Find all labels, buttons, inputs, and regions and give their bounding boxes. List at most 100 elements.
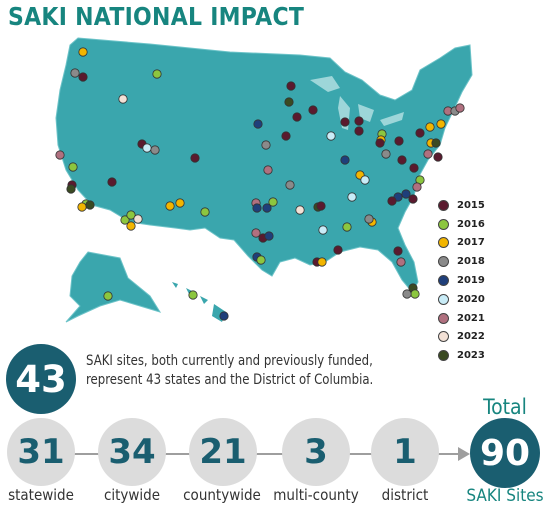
site-marker xyxy=(292,112,302,122)
site-marker xyxy=(436,119,446,129)
category-multi-county: 3 xyxy=(281,418,351,486)
site-marker xyxy=(150,145,160,155)
category-label: countywide xyxy=(183,486,261,504)
legend-label: 2018 xyxy=(457,256,485,268)
site-marker xyxy=(120,215,130,225)
legend-item: 2020 xyxy=(438,290,548,309)
summary-description: SAKI sites, both currently and previousl… xyxy=(86,353,374,388)
legend-item: 2019 xyxy=(438,271,548,290)
total-label: Total xyxy=(483,395,527,419)
site-marker xyxy=(133,214,143,224)
site-marker xyxy=(66,184,76,194)
site-marker xyxy=(394,136,404,146)
site-marker xyxy=(219,311,229,321)
site-marker xyxy=(77,202,87,212)
legend-label: 2017 xyxy=(457,237,485,249)
site-marker xyxy=(381,149,391,159)
legend-label: 2022 xyxy=(457,331,485,343)
legend-item: 2016 xyxy=(438,215,548,234)
site-marker xyxy=(55,150,65,160)
site-marker xyxy=(318,225,328,235)
legend-dot-icon xyxy=(438,199,449,211)
site-marker xyxy=(251,228,261,238)
great-lakes xyxy=(310,76,404,130)
category-countywide: 21 xyxy=(188,418,258,486)
site-markers xyxy=(55,47,465,321)
site-marker xyxy=(78,47,88,57)
category-count: 1 xyxy=(371,418,439,486)
site-marker xyxy=(284,97,294,107)
category-count: 21 xyxy=(189,418,257,486)
site-marker xyxy=(333,245,343,255)
site-marker xyxy=(188,290,198,300)
legend-label: 2023 xyxy=(457,350,485,362)
site-marker xyxy=(126,221,136,231)
legend-item: 2015 xyxy=(438,196,548,215)
site-marker xyxy=(387,196,397,206)
site-marker xyxy=(396,257,406,267)
site-marker xyxy=(326,131,336,141)
category-label: citywide xyxy=(103,486,161,504)
site-marker xyxy=(262,203,272,213)
site-marker xyxy=(375,138,385,148)
site-marker xyxy=(408,194,418,204)
site-marker xyxy=(78,72,88,82)
site-marker xyxy=(402,289,412,299)
category-statewide: 31 xyxy=(6,418,76,486)
site-marker xyxy=(354,126,364,136)
legend-item: 2018 xyxy=(438,252,548,271)
site-marker xyxy=(256,255,266,265)
category-label: statewide xyxy=(8,486,74,504)
site-marker xyxy=(342,222,352,232)
arrow-right-icon xyxy=(440,447,470,461)
legend-item: 2022 xyxy=(438,328,548,347)
site-marker xyxy=(317,257,327,267)
legend-dot-icon xyxy=(438,218,449,230)
site-marker xyxy=(360,175,370,185)
category-district: 1 xyxy=(370,418,440,486)
site-marker xyxy=(165,201,175,211)
site-marker xyxy=(118,94,128,104)
site-marker xyxy=(425,122,435,132)
site-marker xyxy=(423,149,433,159)
site-marker xyxy=(261,140,271,150)
site-marker xyxy=(433,152,443,162)
legend-label: 2016 xyxy=(457,218,485,230)
site-marker xyxy=(431,138,441,148)
site-marker xyxy=(268,197,278,207)
legend-label: 2021 xyxy=(457,312,485,324)
site-marker xyxy=(68,162,78,172)
legend-item: 2021 xyxy=(438,309,548,328)
legend-dot-icon xyxy=(438,312,449,324)
legend-dot-icon xyxy=(438,275,449,287)
site-marker xyxy=(397,155,407,165)
site-marker xyxy=(285,180,295,190)
site-marker xyxy=(455,103,465,113)
site-marker xyxy=(340,117,350,127)
site-marker xyxy=(142,143,152,153)
total-sublabel: SAKI Sites xyxy=(466,486,544,506)
site-marker xyxy=(354,116,364,126)
site-marker xyxy=(152,69,162,79)
site-marker xyxy=(308,105,318,115)
site-marker xyxy=(126,210,136,220)
site-marker xyxy=(252,203,262,213)
legend-dot-icon xyxy=(438,293,449,305)
legend-item: 2017 xyxy=(438,234,548,253)
legend-dot-icon xyxy=(438,237,449,249)
site-marker xyxy=(70,68,80,78)
site-marker xyxy=(103,291,113,301)
site-marker xyxy=(281,131,291,141)
legend-label: 2015 xyxy=(457,199,485,211)
legend-item: 2023 xyxy=(438,346,548,365)
site-marker xyxy=(190,153,200,163)
category-count: 3 xyxy=(282,418,350,486)
legend-dot-icon xyxy=(438,331,449,343)
site-marker xyxy=(295,205,305,215)
site-marker xyxy=(286,81,296,91)
category-label: district xyxy=(381,486,429,504)
alaska-shape xyxy=(65,251,162,323)
site-marker xyxy=(393,246,403,256)
legend-dot-icon xyxy=(438,256,449,268)
site-marker xyxy=(415,128,425,138)
